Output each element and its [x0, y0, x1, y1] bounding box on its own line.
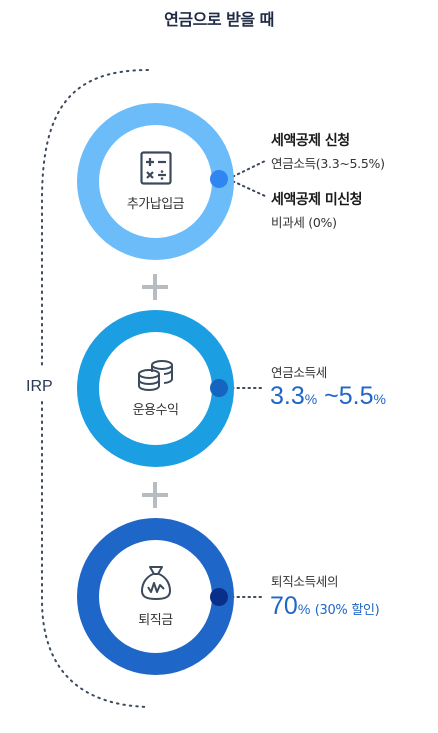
- rate-max-unit: %: [373, 391, 386, 407]
- rate-value: 70: [270, 592, 298, 620]
- rate-min: 3.3: [270, 382, 305, 410]
- page-title: 연금으로 받을 때: [164, 10, 274, 29]
- rate-min-unit: %: [304, 391, 318, 407]
- deduction-not-applied-label: 세액공제 미신청: [271, 192, 363, 208]
- ring-label: 운용수익: [132, 403, 179, 418]
- ring-investment-return: 운용수익: [77, 310, 234, 467]
- ring-label: 추가납입금: [126, 197, 185, 212]
- rate-separator: ~: [317, 382, 339, 410]
- pension-tax-rate: 3.3% ~5.5%: [270, 382, 386, 411]
- ring-dot: [210, 379, 228, 397]
- ring-dot: [210, 170, 228, 188]
- irp-label: IRP: [26, 378, 53, 395]
- deduction-applied-tax: 연금소득(3.3~5.5%): [271, 156, 385, 171]
- ring-dot: [210, 588, 228, 606]
- rate-unit: %: [297, 601, 311, 617]
- pension-income-tax-label: 연금소득세: [271, 365, 328, 380]
- retirement-income-tax-label: 퇴직소득세의: [271, 574, 339, 589]
- deduction-applied-label: 세액공제 신청: [271, 133, 350, 149]
- plus-icon: [142, 274, 168, 300]
- coins-icon: [137, 360, 173, 391]
- ring-label: 퇴직금: [138, 613, 173, 628]
- branch-connector: [227, 160, 266, 197]
- irp-bracket: [41, 69, 149, 708]
- money-bag-icon: [140, 566, 171, 601]
- retirement-tax-rate: 70% (30% 할인): [270, 592, 380, 621]
- deduction-not-applied-tax: 비과세 (0%): [271, 215, 337, 230]
- discount-note: (30% 할인): [314, 603, 380, 618]
- plus-icon: [142, 482, 168, 508]
- rate-max: 5.5: [338, 382, 374, 410]
- calculator-icon: [139, 151, 172, 185]
